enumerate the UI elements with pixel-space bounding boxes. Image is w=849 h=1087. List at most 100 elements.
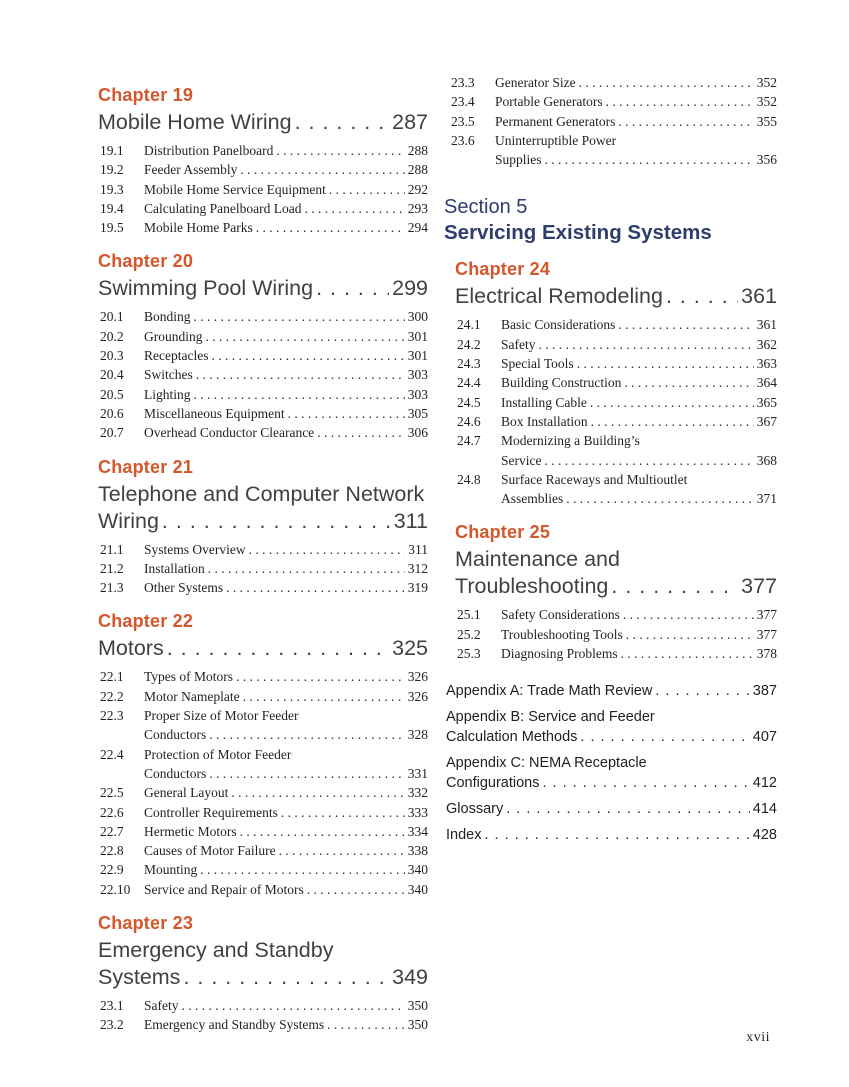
dot-leader bbox=[577, 354, 754, 373]
entry-number: 22.8 bbox=[100, 843, 124, 859]
entry-body: Hermetic Motors 334 bbox=[144, 822, 428, 841]
entry-page: 365 bbox=[756, 394, 777, 410]
entry-line: Hermetic Motors 334 bbox=[144, 822, 428, 841]
chapter-title-line: Systems 349 bbox=[98, 964, 428, 991]
entry-line: Surface Raceways and Multioutlet bbox=[501, 470, 777, 489]
toc-entry: 22.10 Service and Repair of Motors 340 bbox=[98, 880, 428, 899]
toc-entry: 22.7 Hermetic Motors 334 bbox=[98, 822, 428, 841]
entry-title: Hermetic Motors bbox=[144, 823, 237, 839]
dot-leader bbox=[591, 412, 754, 431]
dot-leader bbox=[206, 327, 405, 346]
dot-leader bbox=[543, 773, 750, 793]
entry-body: Causes of Motor Failure 338 bbox=[144, 841, 428, 860]
entry-number: 23.5 bbox=[451, 113, 475, 129]
dot-leader bbox=[276, 141, 404, 160]
entry-number: 24.2 bbox=[457, 336, 481, 352]
entry-line: Calculating Panelboard Load 293 bbox=[144, 199, 428, 218]
section-title: Servicing Existing Systems bbox=[444, 221, 712, 245]
chapter-page: 349 bbox=[392, 965, 428, 990]
backmatter-title: Calculation Methods bbox=[446, 729, 578, 746]
chapter-block: Chapter 24 Electrical Remodeling 361 24.1 Ba… bbox=[455, 258, 777, 508]
entry-line: Troubleshooting Tools 377 bbox=[501, 625, 777, 644]
chapter-heading: Chapter 23 bbox=[98, 913, 194, 934]
chapter-title-line: Wiring 311 bbox=[98, 508, 428, 535]
backmatter-entry: Appendix B: Service and Feeder Calculatio… bbox=[446, 707, 777, 747]
entry-number: 21.3 bbox=[100, 580, 124, 596]
toc-entry: 22.6 Controller Requirements 333 bbox=[98, 803, 428, 822]
chapter-title-text: Mobile Home Wiring bbox=[98, 110, 292, 134]
entry-page: 378 bbox=[756, 646, 777, 662]
entry-title: Installing Cable bbox=[501, 394, 587, 410]
entry-body: Building Construction 364 bbox=[501, 373, 777, 392]
entry-body: Calculating Panelboard Load 293 bbox=[144, 199, 428, 218]
entry-page: 328 bbox=[407, 727, 428, 743]
entry-title: Calculating Panelboard Load bbox=[144, 200, 302, 216]
entry-line: Service and Repair of Motors 340 bbox=[144, 880, 428, 899]
dot-leader bbox=[211, 346, 404, 365]
toc-entry: 24.8 Surface Raceways and Multioutlet Asse… bbox=[455, 470, 777, 509]
dot-leader bbox=[545, 150, 754, 169]
entry-title: Supplies bbox=[495, 152, 542, 168]
chapter-block: Chapter 21 Telephone and Computer Network… bbox=[98, 456, 428, 598]
chapter-heading: Chapter 22 bbox=[98, 611, 194, 632]
dot-leader bbox=[666, 283, 738, 310]
dot-leader bbox=[240, 822, 405, 841]
entry-page: 377 bbox=[756, 607, 777, 623]
dot-leader bbox=[624, 373, 753, 392]
backmatter-title: Appendix A: Trade Math Review bbox=[446, 683, 653, 700]
dot-leader bbox=[194, 307, 405, 326]
chapter-page: 361 bbox=[741, 284, 777, 309]
toc-entry: 24.4 Building Construction 364 bbox=[455, 373, 777, 392]
entry-title: Diagnosing Problems bbox=[501, 646, 618, 662]
entry-title: Conductors bbox=[144, 765, 207, 781]
entry-line: Distribution Panelboard 288 bbox=[144, 141, 428, 160]
entry-line: Safety 350 bbox=[144, 996, 428, 1015]
right-column: 23.3 Generator Size 352 23.4 Portable Genera… bbox=[444, 73, 777, 851]
entry-line: Bonding 300 bbox=[144, 307, 428, 326]
entry-body: Troubleshooting Tools 377 bbox=[501, 625, 777, 644]
dot-leader bbox=[236, 667, 405, 686]
backmatter-line: Calculation Methods 407 bbox=[446, 727, 777, 747]
chapter-title-text: Maintenance and bbox=[455, 547, 620, 572]
dot-leader bbox=[329, 180, 405, 199]
backmatter-line: Configurations 412 bbox=[446, 773, 777, 793]
chapter-title-line: Swimming Pool Wiring 299 bbox=[98, 275, 428, 302]
entry-line: Mounting 340 bbox=[144, 860, 428, 879]
entry-number: 22.2 bbox=[100, 688, 124, 704]
entry-body: Basic Considerations 361 bbox=[501, 315, 777, 334]
entry-page: 293 bbox=[407, 200, 428, 216]
dot-leader bbox=[256, 218, 405, 237]
entry-line: Mobile Home Parks 294 bbox=[144, 218, 428, 237]
chapter-items: 19.1 Distribution Panelboard 288 19.2 Feeder… bbox=[98, 141, 428, 237]
entry-number: 19.4 bbox=[100, 200, 124, 216]
dot-leader bbox=[611, 573, 738, 600]
toc-entry: 19.4 Calculating Panelboard Load 293 bbox=[98, 199, 428, 218]
dot-leader bbox=[316, 275, 389, 302]
page-number-footer: xvii bbox=[746, 1030, 770, 1045]
dot-leader bbox=[240, 160, 404, 179]
backmatter-line: Appendix B: Service and Feeder bbox=[446, 707, 777, 727]
chapter-title-text: Swimming Pool Wiring bbox=[98, 276, 314, 301]
backmatter-line: Appendix A: Trade Math Review 387 bbox=[446, 681, 777, 701]
entry-number: 20.2 bbox=[100, 328, 124, 344]
entry-page: 288 bbox=[407, 143, 428, 158]
chapter-items: 20.1 Bonding 300 20.2 Grounding 301 20.3 Recept… bbox=[98, 307, 428, 442]
entry-number: 20.3 bbox=[100, 348, 124, 364]
entry-title: Other Systems bbox=[144, 580, 224, 596]
entry-body: Diagnosing Problems 378 bbox=[501, 644, 777, 663]
toc-entry: 24.5 Installing Cable 365 bbox=[455, 393, 777, 412]
entry-number: 20.6 bbox=[100, 405, 124, 421]
entry-body: Uninterruptible Power Supplies 356 bbox=[495, 131, 777, 170]
entry-number: 21.2 bbox=[100, 560, 124, 576]
entry-page: 350 bbox=[407, 1017, 428, 1033]
entry-title: Mobile Home Parks bbox=[144, 220, 253, 236]
entry-title: Types of Motors bbox=[144, 669, 234, 685]
backmatter-page: 407 bbox=[752, 729, 777, 746]
entry-title: Overhead Conductor Clearance bbox=[144, 425, 315, 441]
entry-number: 20.1 bbox=[100, 309, 124, 325]
chapter-title: Motors 325 bbox=[98, 635, 428, 662]
chapter-title: Electrical Remodeling 361 bbox=[455, 283, 777, 310]
entry-number: 23.3 bbox=[451, 75, 475, 90]
entry-page: 326 bbox=[407, 688, 428, 704]
entry-title: Emergency and Standby Systems bbox=[144, 1017, 325, 1033]
